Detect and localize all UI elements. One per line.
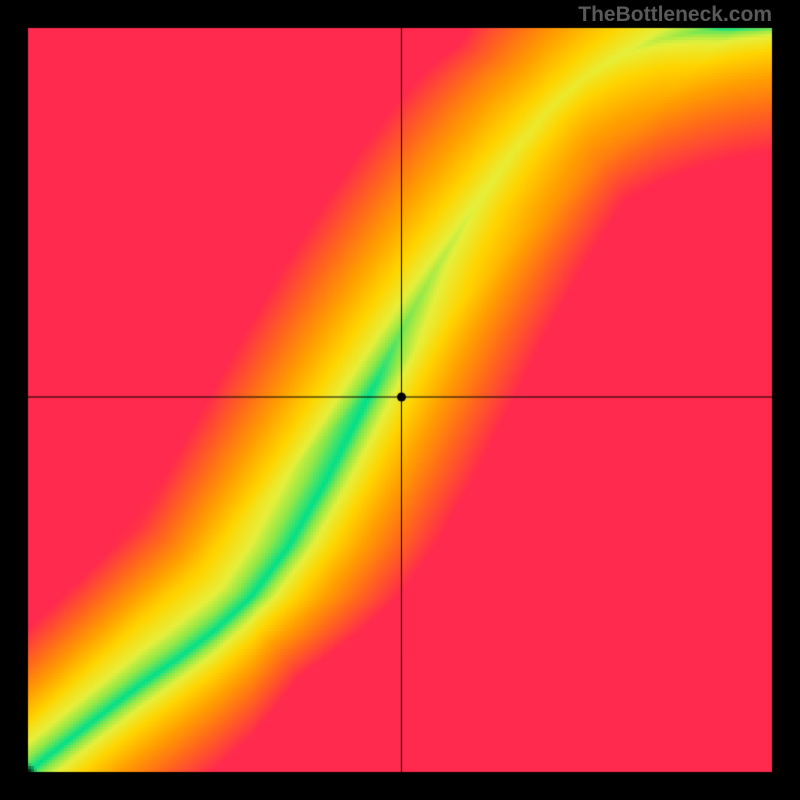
watermark-text: TheBottleneck.com: [578, 3, 772, 27]
bottleneck-heatmap: [0, 0, 800, 800]
